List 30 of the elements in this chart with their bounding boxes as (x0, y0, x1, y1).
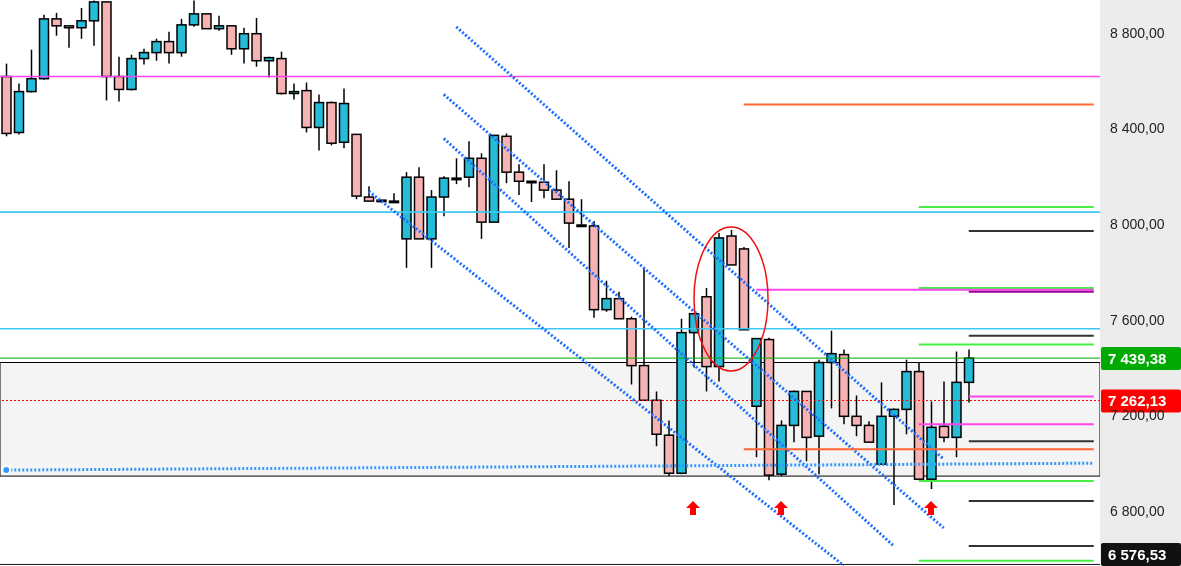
candlestick (51, 12, 62, 37)
candlestick (26, 48, 37, 94)
candlestick (601, 279, 612, 313)
candlestick (76, 7, 87, 40)
candlestick (513, 163, 525, 196)
candlestick (451, 157, 462, 185)
candlestick (226, 25, 237, 56)
y-tick-label: 7 600,00 (1110, 311, 1165, 328)
y-tick-label: 8 000,00 (1110, 216, 1165, 233)
ref-line-label: 7 439,38 (1108, 350, 1167, 368)
candlestick (613, 290, 625, 320)
candlestick (163, 31, 175, 65)
candlestick (576, 198, 587, 228)
candlestick (863, 420, 875, 443)
y-tick-label: 6 800,00 (1110, 502, 1165, 519)
y-tick-label: 8 800,00 (1110, 24, 1165, 41)
ref-line-label: 6 576,53 (1108, 546, 1167, 563)
candlestick (213, 15, 225, 32)
candlestick (88, 0, 100, 47)
candlestick (238, 26, 250, 65)
y-tick-label: 8 400,00 (1110, 120, 1165, 137)
candlestick (438, 175, 450, 217)
candlestick (938, 380, 950, 443)
candlestick (538, 163, 550, 199)
candlestick (526, 180, 537, 203)
candlestick (188, 0, 200, 28)
ref-line-label: 7 262,13 (1108, 392, 1167, 410)
candlestick (851, 394, 862, 437)
candlestick (151, 37, 162, 62)
candlestick (388, 192, 400, 204)
